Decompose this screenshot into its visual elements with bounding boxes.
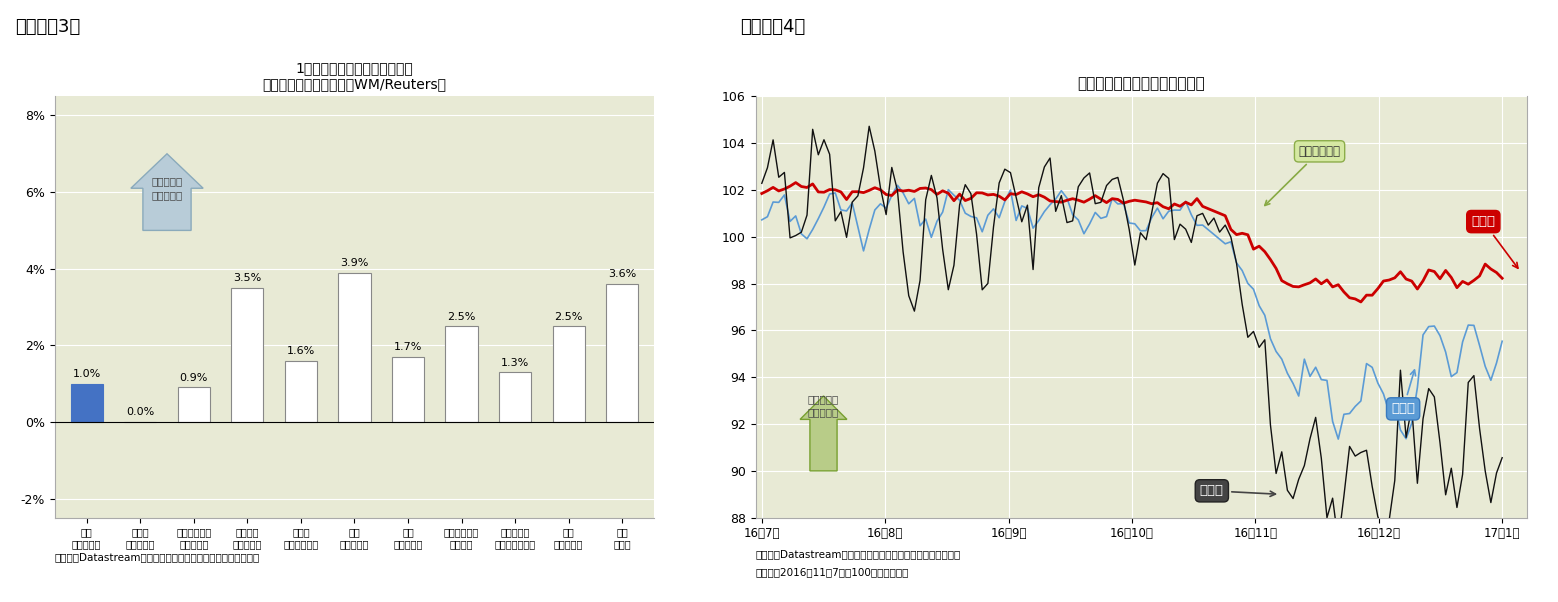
Text: （資料）Datastreamのデータを元にニッセイ基礎研究所で作成: （資料）Datastreamのデータを元にニッセイ基礎研究所で作成 [756,549,961,559]
Text: 1.6%: 1.6% [287,346,315,356]
Text: （注）　2016年11月7日＝100として指数化: （注） 2016年11月7日＝100として指数化 [756,567,908,577]
Text: 3.9%: 3.9% [340,258,369,268]
Text: （図表－4）: （図表－4） [740,18,805,36]
FancyArrow shape [801,396,848,471]
Bar [499,372,531,422]
Bar [606,284,639,422]
Text: 3.5%: 3.5% [234,273,262,284]
Bar [285,361,316,422]
Text: 2.5%: 2.5% [555,312,583,321]
Title: 主要通貨（対米国ドル）の推移: 主要通貨（対米国ドル）の推移 [1078,76,1204,91]
Text: トランプ当選: トランプ当選 [1265,145,1340,205]
Text: 1.3%: 1.3% [502,358,530,368]
Text: 2.5%: 2.5% [447,312,475,321]
Text: （資料）Datastreamのデータを元にニッセイ基礎研究所で作成: （資料）Datastreamのデータを元にニッセイ基礎研究所で作成 [55,552,260,562]
Text: 自国通貨高
（ドル安）: 自国通貨高 （ドル安） [151,176,182,200]
Text: 日本円: 日本円 [1200,484,1276,497]
Text: 自国通貨高
（ドル安）: 自国通貨高 （ドル安） [809,394,840,417]
Bar [446,326,478,422]
Text: 1.7%: 1.7% [394,342,422,352]
Text: 1.0%: 1.0% [73,369,101,379]
Bar [178,388,210,422]
Text: ユーロ: ユーロ [1391,370,1416,415]
Text: 0.9%: 0.9% [179,373,207,383]
Text: （図表－3）: （図表－3） [16,18,81,36]
Bar [338,273,371,422]
FancyArrow shape [131,154,203,231]
Title: 1月の主要新興国通貨の変化率
（対米ドル、前月末比、WM/Reuters）: 1月の主要新興国通貨の変化率 （対米ドル、前月末比、WM/Reuters） [262,61,447,91]
Bar [70,383,103,422]
Bar [231,288,263,422]
Bar [393,357,424,422]
Text: 3.6%: 3.6% [608,270,636,279]
Text: 人民元: 人民元 [1471,215,1517,268]
Text: 0.0%: 0.0% [126,408,154,417]
Bar [553,326,584,422]
